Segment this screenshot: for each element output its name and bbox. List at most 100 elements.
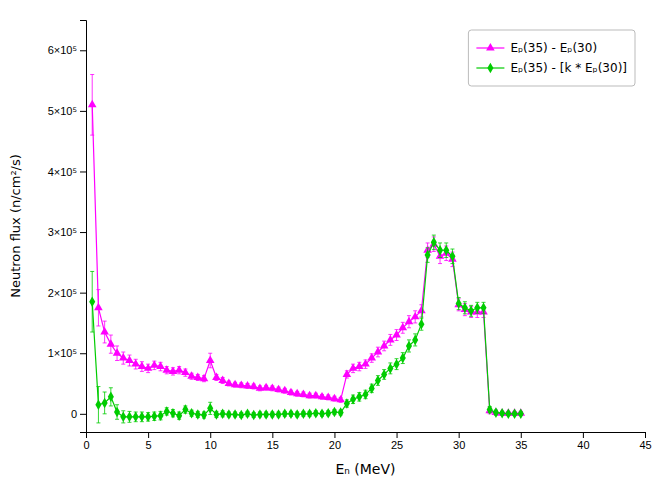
series bbox=[89, 235, 524, 423]
plot-area bbox=[88, 75, 525, 423]
point bbox=[330, 394, 339, 401]
y-tick-mark bbox=[80, 232, 86, 233]
x-tick-label: 10 bbox=[205, 439, 217, 451]
point bbox=[95, 399, 101, 410]
point bbox=[288, 409, 294, 420]
point bbox=[102, 398, 108, 409]
legend-item: Eₚ(35) - Eₚ(30) bbox=[476, 41, 597, 55]
x-tick: 45 bbox=[639, 432, 651, 451]
x-tick-label: 40 bbox=[577, 439, 589, 451]
x-tick: 25 bbox=[391, 432, 403, 451]
y-tick: 2×10⁵ bbox=[48, 287, 86, 299]
x-tick-label: 0 bbox=[83, 439, 89, 451]
y-tick-label: 5×10⁵ bbox=[48, 105, 77, 117]
x-tick: 0 bbox=[83, 432, 89, 451]
point bbox=[443, 245, 449, 256]
point bbox=[181, 368, 190, 375]
point bbox=[274, 385, 283, 392]
point bbox=[131, 359, 140, 366]
x-tick-label: 30 bbox=[453, 439, 465, 451]
point bbox=[213, 409, 219, 420]
point bbox=[325, 408, 331, 419]
y-tick-label: 2×10⁵ bbox=[48, 287, 77, 299]
point bbox=[512, 409, 518, 420]
legend-frame bbox=[468, 30, 635, 86]
point bbox=[100, 327, 109, 334]
x-tick-mark bbox=[397, 432, 398, 438]
x-tick-label: 5 bbox=[146, 439, 152, 451]
point bbox=[200, 374, 209, 381]
point bbox=[462, 303, 468, 314]
point bbox=[164, 406, 170, 417]
point bbox=[263, 409, 269, 420]
point bbox=[108, 392, 114, 403]
point bbox=[162, 365, 171, 372]
point bbox=[505, 409, 511, 420]
series-line bbox=[92, 105, 521, 413]
point bbox=[350, 394, 356, 405]
point bbox=[299, 389, 308, 396]
point bbox=[194, 373, 203, 380]
x-axis: 051015202530354045 bbox=[83, 432, 651, 451]
point bbox=[356, 392, 362, 403]
y-tick-mark bbox=[80, 414, 86, 415]
point bbox=[294, 409, 300, 420]
point bbox=[175, 365, 184, 372]
y-tick: 0 bbox=[71, 408, 86, 420]
point bbox=[139, 412, 145, 423]
point bbox=[249, 382, 258, 389]
point bbox=[324, 393, 333, 400]
legend-item: Eₚ(35) - [k * Eₚ(30)] bbox=[476, 61, 627, 75]
point bbox=[126, 412, 132, 423]
point bbox=[287, 388, 296, 395]
y-tick-mark bbox=[80, 293, 86, 294]
x-tick-mark bbox=[272, 432, 273, 438]
x-tick-mark bbox=[521, 432, 522, 438]
point bbox=[88, 100, 97, 107]
x-tick-mark bbox=[645, 432, 646, 438]
point bbox=[119, 353, 128, 360]
point bbox=[468, 306, 474, 317]
point bbox=[145, 412, 151, 423]
x-tick-mark bbox=[148, 432, 149, 438]
point bbox=[133, 412, 139, 423]
point bbox=[400, 353, 406, 364]
point bbox=[138, 362, 147, 369]
point bbox=[207, 403, 213, 414]
point bbox=[150, 360, 159, 367]
x-tick: 40 bbox=[577, 432, 589, 451]
x-tick: 30 bbox=[453, 432, 465, 451]
point bbox=[499, 408, 505, 419]
point bbox=[156, 362, 165, 369]
point bbox=[474, 303, 480, 314]
point bbox=[406, 341, 412, 352]
point bbox=[125, 356, 134, 363]
x-axis-line bbox=[87, 433, 646, 439]
point bbox=[195, 409, 201, 420]
point bbox=[417, 306, 426, 313]
y-tick: 4×10⁵ bbox=[48, 165, 86, 177]
x-tick-label: 25 bbox=[391, 439, 403, 451]
point bbox=[187, 371, 196, 378]
y-tick: 5×10⁵ bbox=[48, 105, 86, 117]
point bbox=[201, 410, 207, 421]
point bbox=[282, 409, 288, 420]
x-tick-mark bbox=[583, 432, 584, 438]
point bbox=[387, 363, 393, 374]
series bbox=[88, 75, 525, 416]
y-tick-mark bbox=[80, 50, 86, 51]
series-line bbox=[92, 242, 521, 416]
x-tick-mark bbox=[210, 432, 211, 438]
point bbox=[244, 409, 250, 420]
legend-marker bbox=[486, 43, 495, 50]
y-tick-mark bbox=[80, 353, 86, 354]
point bbox=[313, 408, 319, 419]
legend-label: Eₚ(35) - Eₚ(30) bbox=[510, 41, 597, 55]
x-tick: 10 bbox=[205, 432, 217, 451]
point bbox=[206, 356, 215, 363]
legend-label: Eₚ(35) - [k * Eₚ(30)] bbox=[510, 61, 627, 75]
point bbox=[268, 383, 277, 390]
x-tick-label: 45 bbox=[639, 439, 651, 451]
point bbox=[176, 410, 182, 421]
point bbox=[412, 335, 418, 346]
